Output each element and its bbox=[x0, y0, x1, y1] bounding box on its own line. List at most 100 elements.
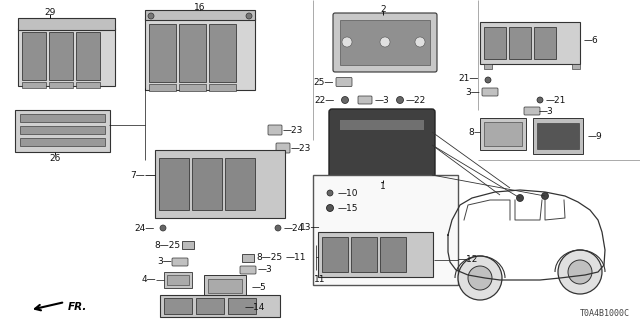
Bar bbox=[49, 82, 73, 88]
Text: —23: —23 bbox=[283, 125, 303, 134]
Text: —24: —24 bbox=[284, 223, 304, 233]
Bar bbox=[164, 298, 192, 314]
Circle shape bbox=[342, 37, 352, 47]
Bar bbox=[480, 22, 580, 64]
Circle shape bbox=[568, 260, 592, 284]
Text: —6: —6 bbox=[584, 36, 599, 44]
Bar bbox=[209, 84, 236, 91]
Bar bbox=[18, 28, 115, 86]
Text: 25—: 25— bbox=[314, 77, 334, 86]
Circle shape bbox=[485, 77, 491, 83]
Bar bbox=[380, 237, 406, 272]
FancyBboxPatch shape bbox=[358, 96, 372, 104]
Bar bbox=[167, 275, 189, 285]
Circle shape bbox=[160, 225, 166, 231]
Bar bbox=[18, 18, 115, 30]
Circle shape bbox=[275, 225, 281, 231]
Text: 1: 1 bbox=[380, 181, 386, 190]
FancyBboxPatch shape bbox=[333, 13, 437, 72]
Text: 24—: 24— bbox=[135, 223, 155, 233]
FancyBboxPatch shape bbox=[336, 77, 352, 86]
Text: —21: —21 bbox=[546, 95, 566, 105]
FancyBboxPatch shape bbox=[172, 258, 188, 266]
Circle shape bbox=[468, 266, 492, 290]
Bar bbox=[534, 27, 556, 59]
Bar bbox=[76, 32, 100, 80]
Bar bbox=[160, 295, 280, 317]
Text: —5: —5 bbox=[252, 284, 267, 292]
Bar bbox=[225, 158, 255, 210]
Circle shape bbox=[397, 97, 403, 103]
Text: —22: —22 bbox=[406, 95, 426, 105]
Bar bbox=[164, 272, 192, 288]
Bar bbox=[76, 82, 100, 88]
Text: 26: 26 bbox=[49, 154, 61, 163]
Text: 21—: 21— bbox=[459, 74, 479, 83]
Bar bbox=[155, 150, 285, 218]
Bar bbox=[149, 84, 176, 91]
Bar bbox=[484, 122, 522, 146]
Bar bbox=[179, 84, 206, 91]
Circle shape bbox=[415, 37, 425, 47]
Circle shape bbox=[380, 37, 390, 47]
Text: 8: 8 bbox=[468, 127, 474, 137]
Text: —12: —12 bbox=[458, 255, 478, 265]
Bar bbox=[20, 126, 105, 134]
Bar bbox=[572, 64, 580, 69]
Text: —14: —14 bbox=[245, 303, 266, 313]
Bar bbox=[313, 175, 458, 285]
Bar bbox=[159, 158, 189, 210]
Text: 8—25: 8—25 bbox=[154, 241, 180, 250]
Text: T0A4B1000C: T0A4B1000C bbox=[580, 308, 630, 317]
Text: 7—: 7— bbox=[131, 171, 145, 180]
Circle shape bbox=[327, 190, 333, 196]
Bar bbox=[20, 114, 105, 122]
Bar bbox=[322, 237, 348, 272]
Circle shape bbox=[326, 204, 333, 212]
Circle shape bbox=[516, 195, 524, 202]
Circle shape bbox=[537, 97, 543, 103]
Bar bbox=[340, 120, 424, 130]
Bar bbox=[182, 241, 194, 249]
Text: —9: —9 bbox=[588, 132, 603, 140]
Bar bbox=[318, 232, 433, 277]
Text: —15: —15 bbox=[338, 204, 358, 212]
Bar bbox=[484, 27, 506, 59]
Circle shape bbox=[541, 193, 548, 199]
Text: 16: 16 bbox=[195, 3, 205, 12]
Bar bbox=[242, 254, 254, 262]
Bar bbox=[145, 18, 255, 90]
Circle shape bbox=[148, 13, 154, 19]
Text: 2: 2 bbox=[380, 4, 386, 13]
Text: —3: —3 bbox=[258, 266, 273, 275]
Bar bbox=[537, 123, 579, 149]
Bar bbox=[228, 298, 256, 314]
Bar bbox=[484, 64, 492, 69]
Bar bbox=[20, 138, 105, 146]
Bar bbox=[204, 275, 246, 297]
Text: 4—: 4— bbox=[141, 276, 156, 284]
FancyBboxPatch shape bbox=[524, 107, 540, 115]
FancyBboxPatch shape bbox=[276, 143, 290, 153]
Text: 3—: 3— bbox=[465, 87, 480, 97]
Bar bbox=[145, 10, 255, 20]
Bar bbox=[340, 20, 430, 65]
Circle shape bbox=[558, 250, 602, 294]
Bar bbox=[22, 32, 46, 80]
Bar bbox=[49, 32, 73, 80]
Text: —23: —23 bbox=[291, 143, 312, 153]
Text: —11: —11 bbox=[285, 252, 306, 261]
Bar bbox=[15, 110, 110, 152]
Text: FR.: FR. bbox=[68, 302, 88, 312]
Text: 3—: 3— bbox=[157, 258, 172, 267]
Bar bbox=[208, 279, 242, 293]
Text: 22—: 22— bbox=[315, 95, 335, 105]
Bar bbox=[179, 24, 206, 82]
Bar bbox=[533, 118, 583, 154]
Text: —3: —3 bbox=[375, 95, 390, 105]
Circle shape bbox=[342, 97, 349, 103]
Text: —10: —10 bbox=[338, 188, 358, 197]
Text: —3: —3 bbox=[539, 107, 554, 116]
Text: 11: 11 bbox=[314, 276, 326, 284]
FancyBboxPatch shape bbox=[482, 88, 498, 96]
